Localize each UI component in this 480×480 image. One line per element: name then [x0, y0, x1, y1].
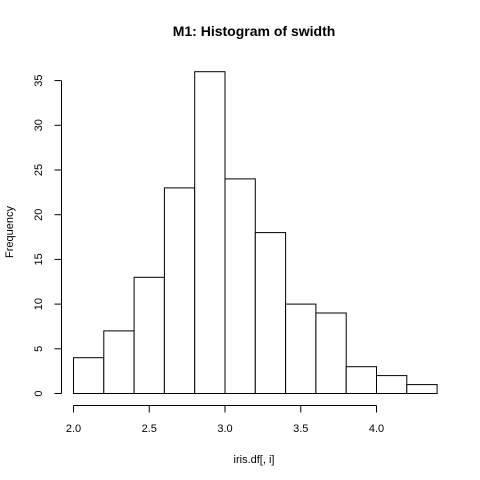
y-axis-label: Frequency	[4, 206, 16, 258]
histogram-bar-9	[315, 312, 347, 394]
histogram-bar-7	[254, 232, 287, 394]
y-tick-label: 0	[33, 390, 45, 396]
histogram-bar-10	[345, 366, 378, 395]
x-tick-label: 3.0	[217, 423, 232, 435]
x-tick-label: 2.5	[142, 423, 157, 435]
y-tick-label: 5	[33, 346, 45, 352]
histogram-bar-6	[224, 178, 256, 394]
chart-title: M1: Histogram of swidth	[173, 23, 336, 39]
y-tick-label: 25	[33, 164, 45, 176]
x-tick-label: 3.5	[293, 423, 308, 435]
x-axis: 2.0 2.5 3.0 3.5 4.0	[66, 405, 384, 435]
histogram-bar-12	[406, 384, 438, 395]
bars-group	[73, 71, 438, 395]
histogram-bar-2	[103, 330, 135, 394]
histogram-bar-3	[133, 276, 165, 394]
x-axis-label: iris.df[, i]	[234, 454, 275, 466]
y-axis: 0 5 10 15 20 25 30 35	[33, 74, 62, 397]
histogram-bar-8	[285, 303, 317, 395]
histogram-bar-4	[163, 187, 196, 394]
y-tick-label: 20	[33, 209, 45, 221]
y-tick-label: 35	[33, 74, 45, 86]
x-tick-label: 4.0	[369, 423, 384, 435]
y-tick-label: 10	[33, 298, 45, 310]
histogram-bar-11	[376, 375, 408, 395]
y-tick-label: 30	[33, 119, 45, 131]
y-tick-label: 15	[33, 253, 45, 265]
histogram-bar-5	[194, 71, 226, 394]
x-tick-label: 2.0	[66, 423, 81, 435]
histogram-bar-1	[73, 357, 105, 395]
